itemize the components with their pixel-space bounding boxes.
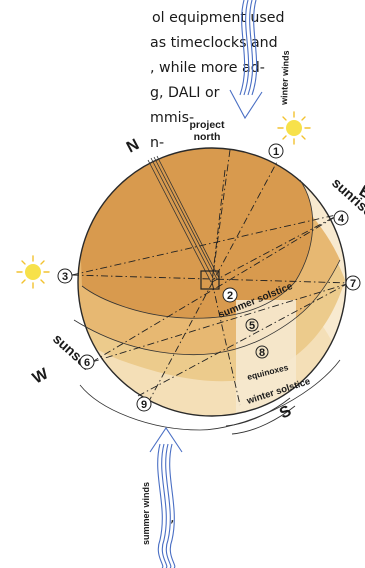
marker-3: 3 — [57, 268, 73, 284]
arc-outline-3 — [79, 359, 341, 431]
winter-winds-arrow — [229, 0, 263, 120]
svg-text:9: 9 — [141, 399, 147, 411]
text-line-1: ol equipment used — [152, 10, 285, 26]
south-arc-2 — [231, 405, 296, 435]
text-line-7: , — [170, 510, 175, 526]
project-north-label-1: project — [189, 119, 225, 131]
marker-9: 9 — [136, 396, 152, 412]
site-square — [200, 270, 220, 290]
marker-4: 4 — [333, 210, 349, 226]
svg-text:4: 4 — [338, 213, 345, 225]
marker-1: 1 — [268, 143, 284, 159]
dome-top — [78, 148, 313, 319]
compass-south-label: S — [277, 402, 295, 422]
svg-text:8: 8 — [259, 347, 265, 359]
compass-north-label: N — [124, 136, 142, 156]
arc-outline-1 — [81, 179, 314, 319]
north-axis — [147, 155, 220, 283]
compass-west-label: W — [30, 365, 52, 388]
svg-text:1: 1 — [273, 146, 279, 158]
south-arc — [225, 397, 291, 427]
svg-text:7: 7 — [350, 278, 356, 290]
text-line-6: n- — [150, 135, 165, 151]
svg-text:5: 5 — [249, 320, 255, 332]
text-line-2: as timeclocks and — [150, 35, 278, 51]
svg-text:3: 3 — [62, 271, 68, 283]
summer-winds-label: summer winds — [141, 482, 151, 545]
text-line-4: g, DALI or — [150, 85, 220, 101]
marker-5: 5 — [245, 318, 259, 332]
compass-east-label: E — [356, 183, 365, 203]
summer-winds-arrow — [149, 427, 183, 568]
sun-path-lines — [71, 149, 351, 406]
sun-icon — [277, 111, 311, 145]
project-north-label-2: north — [194, 131, 221, 143]
marker-2: 2 — [222, 287, 238, 303]
svg-text:6: 6 — [84, 357, 90, 369]
marker-8: 8 — [255, 345, 269, 359]
svg-text:2: 2 — [227, 290, 233, 302]
sun-icon — [16, 255, 50, 289]
text-line-3: , while more ad- — [150, 60, 265, 76]
sunrise-label: sunrise — [329, 174, 365, 219]
marker-6: 6 — [79, 354, 95, 370]
marker-7: 7 — [345, 275, 361, 291]
winter-winds-label: winter winds — [279, 50, 291, 106]
text-line-5: mmis- — [150, 110, 195, 126]
